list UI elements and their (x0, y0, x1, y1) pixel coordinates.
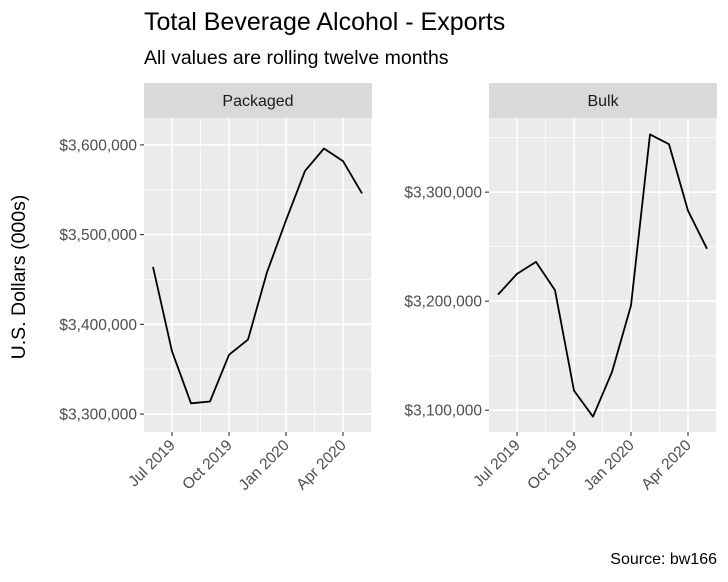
x-tick-label: Apr 2020 (293, 437, 350, 494)
y-tick-label: $3,300,000 (404, 185, 482, 202)
x-tick-label: Jan 2020 (236, 437, 293, 494)
chart-caption: Source: bw166 (610, 551, 717, 568)
x-tick-label: Jul 2019 (470, 437, 523, 490)
series-line (152, 147, 363, 405)
x-tick-label: Jan 2020 (581, 437, 638, 494)
x-axis-ticks: Jul 2019 Oct 2019 Jan 2020 Apr 2020 (125, 432, 350, 494)
strip-background (489, 83, 717, 118)
x-tick-label: Oct 2019 (524, 437, 581, 494)
major-gridlines (489, 118, 717, 432)
x-tick-label: Apr 2020 (638, 437, 695, 494)
y-tick-label: $3,200,000 (404, 294, 482, 311)
major-gridlines (144, 118, 372, 432)
chart-subtitle: All values are rolling twelve months (144, 47, 449, 69)
panel-bulk: Bulk $3,100,000 $3,200,000 $3,300,000 Jul … (404, 83, 717, 494)
y-axis-ticks: $3,300,000 $3,400,000 $3,500,000 $3,600,000 (59, 137, 144, 424)
strip-label: Packaged (222, 93, 293, 110)
x-tick-label: Oct 2019 (179, 437, 236, 494)
series-line (497, 133, 708, 418)
x-axis-ticks: Jul 2019 Oct 2019 Jan 2020 Apr 2020 (470, 432, 695, 494)
y-axis-ticks: $3,100,000 $3,200,000 $3,300,000 (404, 185, 489, 420)
minor-gridlines (144, 118, 372, 432)
panel-packaged: Packaged $3,300,000$3,400,000$3,500,000$… (59, 83, 372, 494)
strip-background (144, 83, 372, 118)
y-tick-label: $3,500,000 (59, 227, 137, 244)
panel-background (489, 118, 717, 432)
y-tick-label: $3,300,000 (59, 407, 137, 424)
strip-label: Bulk (587, 93, 619, 110)
y-tick-label: $3,400,000 (59, 317, 137, 334)
y-axis-label: U.S. Dollars (000s) (8, 195, 30, 360)
x-tick-label: Jul 2019 (125, 437, 178, 490)
y-tick-label: $3,600,000 (59, 137, 137, 154)
y-tick-label: $3,100,000 (404, 403, 482, 420)
chart-title: Total Beverage Alcohol - Exports (144, 8, 505, 36)
panel-background (144, 118, 372, 432)
